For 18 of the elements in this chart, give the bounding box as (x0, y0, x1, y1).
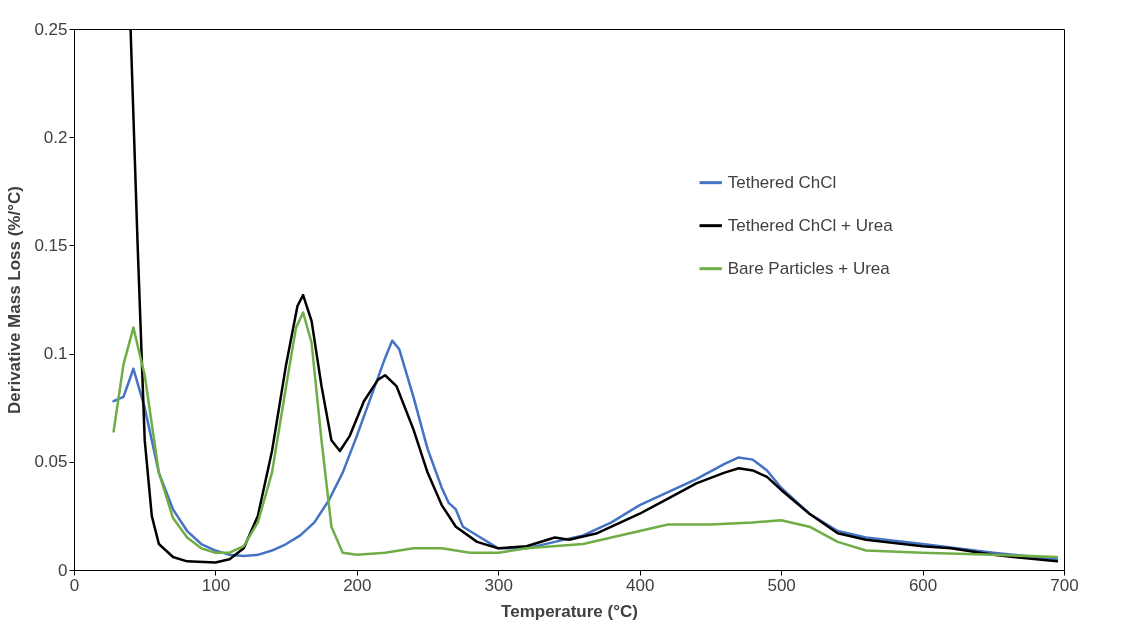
y-tick-label: 0.1 (43, 344, 68, 364)
x-tick-label: 200 (343, 575, 372, 595)
y-axis-title: Derivative Mass Loss (%/°C) (5, 186, 25, 414)
legend-label: Bare Particles + Urea (727, 258, 891, 278)
x-tick-label: 600 (908, 575, 938, 595)
x-tick-label: 100 (201, 575, 231, 595)
y-tick-label: 0.15 (34, 235, 68, 255)
x-tick-label: 700 (1050, 575, 1079, 595)
y-tick-label: 0.2 (43, 127, 68, 147)
x-axis-title: Temperature (°C) (501, 601, 638, 621)
legend-label: Tethered ChCl + Urea (727, 215, 894, 235)
y-tick-label: 0 (58, 560, 68, 580)
x-tick-label: 300 (484, 575, 513, 595)
y-tick-label: 0.25 (34, 19, 68, 39)
x-tick-label: 400 (626, 575, 655, 595)
y-tick-label: 0.05 (34, 452, 68, 472)
legend-label: Tethered ChCl (727, 172, 837, 192)
x-tick-label: 500 (767, 575, 796, 595)
